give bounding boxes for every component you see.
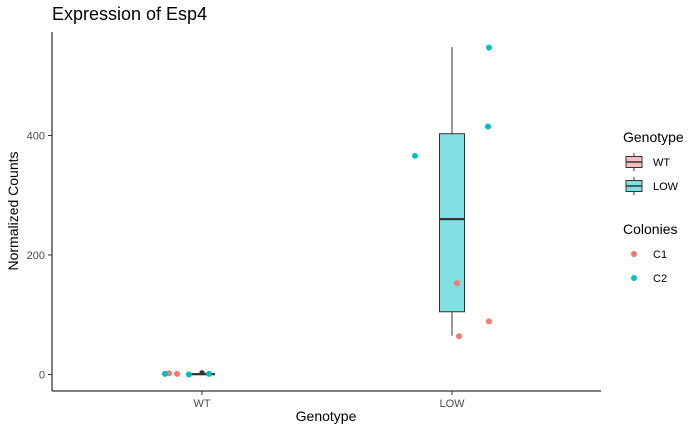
data-point-c2 (186, 371, 192, 378)
y-axis-ticks: 0 200 400 (27, 131, 52, 382)
y-tick-label: 0 (39, 370, 45, 382)
legend-label-c1: C1 (653, 249, 667, 261)
y-axis-title: Normalized Counts (5, 151, 21, 270)
data-point-c2 (485, 123, 491, 130)
data-point-c2 (162, 370, 168, 377)
data-point-c1 (454, 280, 460, 287)
x-tick-label: LOW (439, 398, 465, 410)
data-point-c2 (412, 152, 418, 159)
data-point-c1 (456, 333, 462, 340)
y-tick-label: 400 (27, 131, 45, 143)
legend-key-point-c2 (631, 275, 637, 281)
data-point-c1 (486, 318, 492, 325)
legend-key-point-c1 (631, 251, 637, 257)
data-point-c2 (486, 44, 492, 51)
legend-label-c2: C2 (653, 273, 667, 285)
y-tick-label: 200 (27, 250, 45, 262)
plot-area (162, 44, 492, 378)
x-axis-title: Genotype (296, 408, 357, 424)
legend-label-low: LOW (653, 181, 679, 193)
data-point-c2 (206, 370, 212, 377)
legend-title-genotype: Genotype (623, 129, 684, 145)
legend-label-wt: WT (653, 157, 670, 169)
chart-title: Expression of Esp4 (52, 4, 207, 24)
x-tick-label: WT (193, 398, 210, 410)
data-point-c1 (174, 370, 180, 377)
legend-title-colonies: Colonies (623, 221, 677, 237)
x-axis-ticks: WT LOW (193, 391, 465, 410)
box-outlier-point (199, 370, 205, 376)
box-low (439, 133, 465, 313)
legend: Genotype WT LOW Colonies C1 C2 (623, 129, 684, 285)
